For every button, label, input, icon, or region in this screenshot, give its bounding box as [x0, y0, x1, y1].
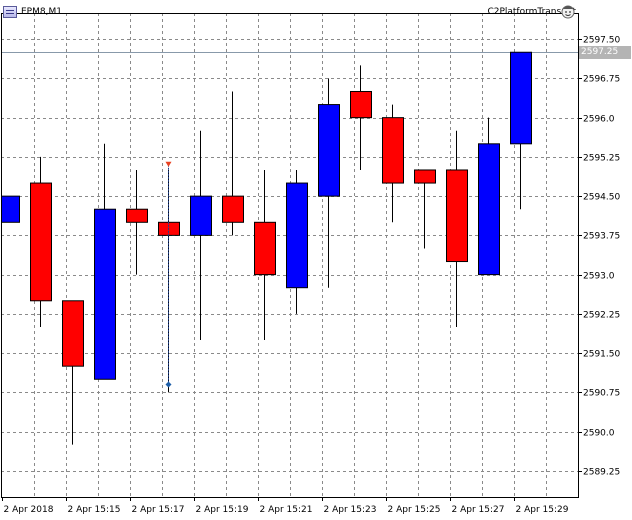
y-tick-label: 2595.25	[583, 154, 620, 164]
y-tick-label: 2591.50	[583, 350, 620, 360]
x-tick-label: 2 Apr 15:19	[196, 505, 249, 515]
x-axis: 2 Apr 2018 2 Apr 15:15 2 Apr 15:17 2 Apr 15…	[2, 497, 569, 515]
candle	[318, 78, 340, 288]
y-tick-label: 2593.75	[583, 232, 620, 242]
y-tick-label: 2594.50	[583, 193, 620, 203]
x-tick-label: 2 Apr 15:25	[388, 505, 441, 515]
candle-body	[254, 221, 276, 276]
candle-body	[446, 169, 468, 263]
candle-body	[222, 195, 244, 223]
x-tick-label: 2 Apr 15:21	[260, 505, 313, 515]
candle-body	[126, 208, 148, 223]
candle	[510, 51, 532, 210]
candle-body	[478, 143, 500, 276]
symbol-timeframe-label: EPM8,M1	[21, 7, 62, 17]
sell-arrow-icon	[165, 161, 172, 167]
x-tick-label: 2 Apr 15:17	[132, 505, 185, 515]
candle	[254, 169, 276, 341]
candle	[382, 104, 404, 223]
x-tick-label: 2 Apr 15:29	[516, 505, 569, 515]
y-tick-label: 2597.50	[583, 36, 620, 46]
y-tick-label: 2596.75	[583, 75, 620, 85]
candle	[446, 130, 468, 327]
plot-frame	[1, 13, 579, 498]
candle	[94, 143, 116, 380]
x-tick-label: 2 Apr 15:23	[324, 505, 377, 515]
candle	[62, 300, 84, 445]
y-tick-label: 2589.25	[583, 468, 620, 478]
y-tick-label: 2593.0	[583, 272, 615, 282]
expert-advisor-name: C2PlatformTransmit	[487, 7, 576, 17]
candle-layer	[1, 51, 532, 445]
chart-window-icon[interactable]	[3, 6, 17, 18]
chart-header: EPM8,M1	[3, 4, 62, 20]
x-tick-label: 2 Apr 15:27	[452, 505, 505, 515]
current-price-tag: 2597.25	[579, 46, 631, 59]
candle-body	[190, 195, 212, 236]
marker-layer	[165, 161, 172, 388]
candle-body	[30, 182, 52, 302]
y-tick-label: 2596.0	[583, 115, 615, 125]
buy-arrow-icon	[165, 381, 172, 388]
candle	[350, 65, 372, 170]
candle	[222, 91, 244, 236]
candle	[1, 195, 20, 223]
x-tick-label: 2 Apr 15:15	[68, 505, 121, 515]
candle-body	[350, 90, 372, 119]
candle	[286, 169, 308, 314]
y-tick-label: 2590.75	[583, 389, 620, 399]
candle-body	[318, 104, 340, 197]
candle-body	[1, 195, 20, 223]
candle-body	[414, 169, 436, 184]
x-tick-label: 2 Apr 2018	[4, 505, 54, 515]
candle	[126, 169, 148, 275]
candle	[414, 169, 436, 249]
candle	[158, 169, 180, 393]
candle-body	[62, 300, 84, 367]
candle-body	[382, 117, 404, 184]
candle-body	[510, 51, 532, 145]
candle-body	[286, 182, 308, 289]
candle	[30, 156, 52, 327]
frame-layer	[1, 13, 579, 498]
candle	[478, 117, 500, 276]
candle-body	[94, 208, 116, 380]
y-tick-label: 2590.0	[583, 429, 615, 439]
y-tick-label: 2592.25	[583, 311, 620, 321]
candle	[190, 130, 212, 341]
smiley-cap-icon[interactable]	[560, 3, 576, 19]
y-axis: 2597.50 2596.75 2596.0 2595.25 2594.50 2593.7…	[578, 36, 620, 478]
